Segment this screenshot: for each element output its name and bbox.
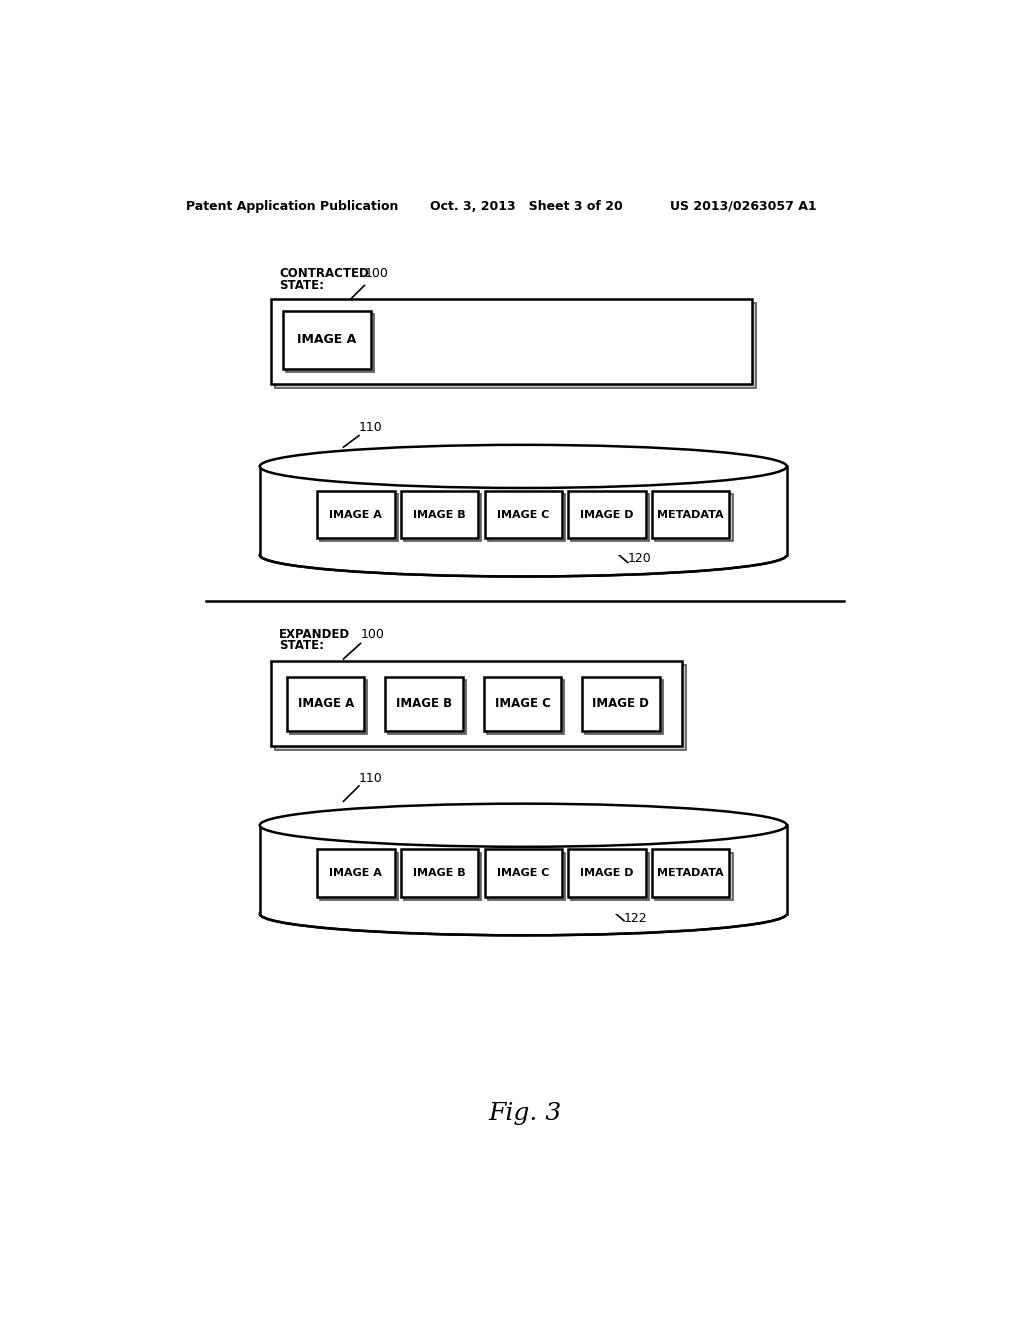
Text: Patent Application Publication: Patent Application Publication <box>186 199 398 213</box>
Text: IMAGE D: IMAGE D <box>581 869 634 878</box>
FancyBboxPatch shape <box>568 491 646 539</box>
FancyBboxPatch shape <box>271 661 682 746</box>
Ellipse shape <box>260 533 786 577</box>
Text: 110: 110 <box>359 772 383 785</box>
FancyBboxPatch shape <box>290 680 368 734</box>
Ellipse shape <box>260 892 786 936</box>
Text: IMAGE C: IMAGE C <box>495 697 551 710</box>
FancyBboxPatch shape <box>321 853 397 900</box>
FancyBboxPatch shape <box>400 491 478 539</box>
Text: 120: 120 <box>628 552 651 565</box>
FancyBboxPatch shape <box>317 491 394 539</box>
Ellipse shape <box>260 804 786 847</box>
FancyBboxPatch shape <box>583 677 659 730</box>
FancyBboxPatch shape <box>568 850 646 898</box>
FancyBboxPatch shape <box>571 853 649 900</box>
Text: 100: 100 <box>365 268 388 280</box>
Text: US 2013/0263057 A1: US 2013/0263057 A1 <box>671 199 817 213</box>
FancyBboxPatch shape <box>388 680 466 734</box>
FancyBboxPatch shape <box>655 494 732 541</box>
Text: 122: 122 <box>624 912 647 925</box>
FancyBboxPatch shape <box>260 825 786 913</box>
FancyBboxPatch shape <box>586 680 663 734</box>
Text: STATE:: STATE: <box>280 639 325 652</box>
Text: IMAGE B: IMAGE B <box>414 510 466 520</box>
Text: IMAGE A: IMAGE A <box>298 697 353 710</box>
Text: IMAGE C: IMAGE C <box>497 510 550 520</box>
FancyBboxPatch shape <box>400 850 478 898</box>
FancyBboxPatch shape <box>484 491 562 539</box>
FancyBboxPatch shape <box>403 853 481 900</box>
FancyBboxPatch shape <box>652 491 729 539</box>
Text: IMAGE A: IMAGE A <box>330 510 382 520</box>
FancyBboxPatch shape <box>283 312 371 368</box>
FancyBboxPatch shape <box>317 850 394 898</box>
FancyBboxPatch shape <box>571 494 649 541</box>
FancyBboxPatch shape <box>484 850 562 898</box>
Text: STATE:: STATE: <box>280 279 325 292</box>
Text: Fig. 3: Fig. 3 <box>488 1102 561 1125</box>
Text: METADATA: METADATA <box>657 869 724 878</box>
FancyBboxPatch shape <box>275 304 756 388</box>
FancyBboxPatch shape <box>260 466 786 554</box>
Text: IMAGE B: IMAGE B <box>414 869 466 878</box>
Text: Oct. 3, 2013   Sheet 3 of 20: Oct. 3, 2013 Sheet 3 of 20 <box>430 199 623 213</box>
FancyBboxPatch shape <box>286 314 374 372</box>
FancyBboxPatch shape <box>652 850 729 898</box>
FancyBboxPatch shape <box>271 300 752 384</box>
FancyBboxPatch shape <box>486 680 564 734</box>
Text: METADATA: METADATA <box>657 510 724 520</box>
FancyBboxPatch shape <box>287 677 365 730</box>
FancyBboxPatch shape <box>403 494 481 541</box>
FancyBboxPatch shape <box>483 677 561 730</box>
FancyBboxPatch shape <box>321 494 397 541</box>
Ellipse shape <box>260 445 786 488</box>
Text: IMAGE D: IMAGE D <box>593 697 649 710</box>
Text: 110: 110 <box>359 421 383 434</box>
Text: 100: 100 <box>360 628 384 640</box>
Text: IMAGE A: IMAGE A <box>330 869 382 878</box>
FancyBboxPatch shape <box>487 494 565 541</box>
FancyBboxPatch shape <box>487 853 565 900</box>
Text: IMAGE B: IMAGE B <box>396 697 453 710</box>
FancyBboxPatch shape <box>655 853 732 900</box>
FancyBboxPatch shape <box>385 677 463 730</box>
Text: IMAGE A: IMAGE A <box>297 333 356 346</box>
FancyBboxPatch shape <box>275 665 686 750</box>
Text: IMAGE C: IMAGE C <box>497 869 550 878</box>
Text: EXPANDED: EXPANDED <box>280 628 350 640</box>
Text: IMAGE D: IMAGE D <box>581 510 634 520</box>
Text: CONTRACTED: CONTRACTED <box>280 268 369 280</box>
